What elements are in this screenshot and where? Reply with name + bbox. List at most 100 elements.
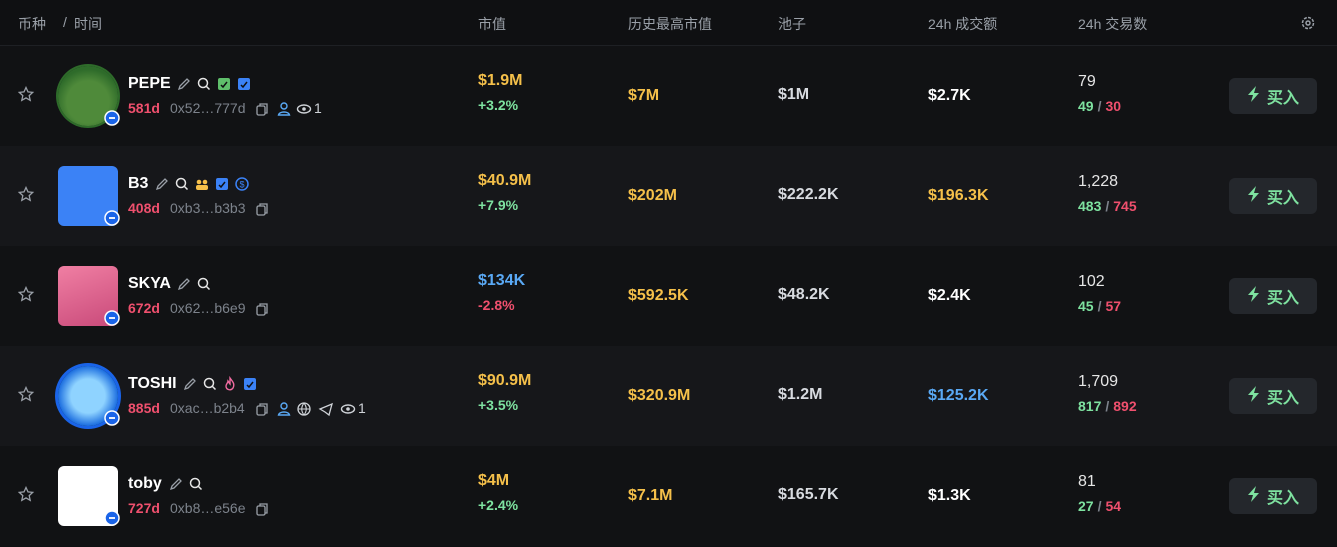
chain-badge[interactable] bbox=[104, 310, 120, 326]
token-name[interactable]: PEPE bbox=[128, 75, 171, 92]
copy-icon-glyph bbox=[256, 403, 268, 416]
copy-icon[interactable] bbox=[254, 101, 270, 117]
ath-market-cap: $7M bbox=[628, 87, 660, 104]
favorite-star[interactable] bbox=[17, 385, 36, 402]
table-row[interactable]: B3 $408d 0xb3…b3b3 $40.9M +7.9% $202M $222.2K $… bbox=[0, 146, 1337, 246]
token-icon[interactable] bbox=[196, 76, 212, 92]
header-ath[interactable]: 历史最高市值 bbox=[628, 16, 712, 32]
token-icon[interactable] bbox=[176, 276, 192, 292]
copy-icon[interactable] bbox=[254, 401, 270, 417]
favorite-star-glyph bbox=[17, 285, 35, 302]
header-coin[interactable]: 币种 bbox=[18, 16, 46, 32]
token-icon-glyph bbox=[177, 278, 190, 291]
token-icon[interactable] bbox=[188, 476, 204, 492]
chain-badge[interactable] bbox=[104, 110, 120, 126]
chain-badge-glyph bbox=[104, 110, 120, 126]
token-icon-glyph bbox=[244, 378, 256, 390]
table-row[interactable]: toby 727d 0xb8…e56e $4M +2.4% $7.1M $165.7K $1.… bbox=[0, 446, 1337, 546]
token-icon[interactable] bbox=[196, 276, 212, 292]
token-name[interactable]: SKYA bbox=[128, 275, 171, 292]
header-time[interactable]: 时间 bbox=[74, 16, 102, 32]
token-age: 885d bbox=[128, 400, 160, 416]
token-icon-glyph bbox=[183, 378, 196, 391]
token-address[interactable]: 0xac…b2b4 bbox=[170, 400, 245, 416]
txn-count: 1,228 bbox=[1078, 173, 1119, 190]
table-row[interactable]: TOSHI 885d 0xac…b2b4 1 $90.9M +3.5% $320.9M $1.… bbox=[0, 346, 1337, 446]
copy-icon[interactable] bbox=[254, 201, 270, 217]
token-icon[interactable] bbox=[222, 375, 238, 392]
buy-count: 817 bbox=[1078, 398, 1102, 414]
header-divider bbox=[0, 45, 1337, 46]
favorite-star[interactable] bbox=[17, 285, 36, 302]
slash: / bbox=[1097, 298, 1102, 314]
token-icon-glyph bbox=[189, 477, 203, 491]
buy-count: 483 bbox=[1078, 198, 1102, 214]
watch-icon[interactable] bbox=[340, 401, 356, 417]
favorite-star[interactable] bbox=[17, 85, 36, 102]
token-icon-glyph bbox=[177, 78, 190, 91]
token-address[interactable]: 0xb8…e56e bbox=[170, 500, 246, 516]
table-row[interactable]: PEPE 581d 0x52…777d 1 $1.9M +3.2% $7M $1M $2.7K 7… bbox=[0, 46, 1337, 146]
market-cap: $90.9M bbox=[478, 372, 532, 389]
header-volume[interactable]: 24h 成交额 bbox=[928, 16, 998, 32]
sell-count: 30 bbox=[1105, 98, 1122, 114]
token-icon[interactable] bbox=[236, 76, 252, 92]
token-icon[interactable] bbox=[242, 376, 258, 392]
settings-icon[interactable] bbox=[1300, 15, 1316, 31]
token-icon[interactable]: $ bbox=[234, 176, 250, 192]
watcher-count: 1 bbox=[358, 400, 366, 416]
copy-icon[interactable] bbox=[254, 301, 270, 317]
header-pool[interactable]: 池子 bbox=[778, 16, 806, 32]
holder-icon[interactable] bbox=[276, 101, 292, 117]
watch-icon[interactable] bbox=[296, 101, 312, 117]
copy-icon[interactable] bbox=[254, 501, 270, 517]
chain-badge[interactable] bbox=[104, 210, 120, 226]
web-icon[interactable] bbox=[296, 401, 312, 417]
chain-badge[interactable] bbox=[104, 510, 120, 526]
favorite-star[interactable] bbox=[17, 485, 36, 502]
token-address[interactable]: 0xb3…b3b3 bbox=[170, 200, 246, 216]
buy-button[interactable]: 买入 bbox=[1229, 178, 1317, 214]
slash: / bbox=[1097, 98, 1102, 114]
token-icon[interactable] bbox=[176, 76, 192, 92]
volume-24h: $196.3K bbox=[928, 187, 989, 204]
buy-button[interactable]: 买入 bbox=[1229, 278, 1317, 314]
sell-count: 54 bbox=[1105, 498, 1122, 514]
pool-liquidity: $165.7K bbox=[778, 486, 839, 503]
sell-count: 745 bbox=[1113, 198, 1137, 214]
bolt-icon bbox=[1247, 485, 1261, 508]
token-name[interactable]: toby bbox=[128, 475, 162, 492]
holder-icon[interactable] bbox=[276, 401, 292, 417]
chain-badge[interactable] bbox=[104, 410, 120, 426]
header-txns[interactable]: 24h 交易数 bbox=[1078, 16, 1148, 32]
favorite-star-glyph bbox=[17, 85, 35, 102]
token-icon[interactable] bbox=[168, 476, 184, 492]
txn-count: 1,709 bbox=[1078, 373, 1119, 390]
token-icon[interactable] bbox=[214, 176, 230, 192]
token-icon[interactable] bbox=[154, 176, 170, 192]
header-market-cap[interactable]: 市值 bbox=[478, 16, 506, 32]
token-name[interactable]: B3 bbox=[128, 175, 149, 192]
buy-button[interactable]: 买入 bbox=[1229, 478, 1317, 514]
buy-sell: 45/57 bbox=[1078, 298, 1121, 314]
token-icon-glyph bbox=[203, 377, 217, 391]
volume-24h: $2.4K bbox=[928, 287, 971, 304]
bolt-glyph bbox=[1247, 385, 1259, 402]
token-icon[interactable] bbox=[174, 176, 190, 192]
token-icon[interactable] bbox=[202, 376, 218, 392]
price-change: +3.2% bbox=[478, 97, 519, 113]
token-name[interactable]: TOSHI bbox=[128, 375, 177, 392]
token-address[interactable]: 0x52…777d bbox=[170, 100, 246, 116]
favorite-star[interactable] bbox=[17, 185, 36, 202]
token-icon[interactable] bbox=[216, 76, 232, 92]
token-address[interactable]: 0x62…b6e9 bbox=[170, 300, 246, 316]
telegram-icon[interactable] bbox=[318, 401, 334, 417]
buy-count: 27 bbox=[1078, 498, 1094, 514]
table-row[interactable]: SKYA 672d 0x62…b6e9 $134K -2.8% $592.5K $48.2K… bbox=[0, 246, 1337, 346]
buy-button[interactable]: 买入 bbox=[1229, 78, 1317, 114]
buy-button[interactable]: 买入 bbox=[1229, 378, 1317, 414]
token-icon[interactable] bbox=[182, 376, 198, 392]
token-icon[interactable] bbox=[194, 176, 210, 192]
market-cap: $134K bbox=[478, 272, 526, 289]
buy-label: 买入 bbox=[1266, 190, 1299, 207]
